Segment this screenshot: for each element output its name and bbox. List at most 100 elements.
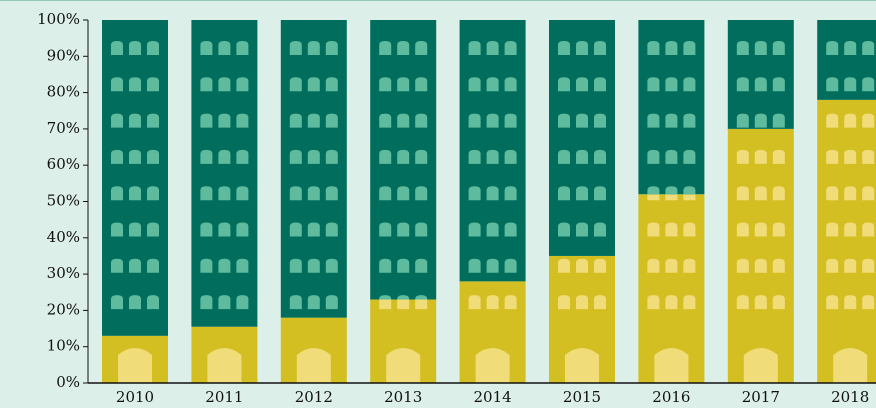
chart: 0%10%20%30%40%50%60%70%80%90%100%2010201… <box>0 0 876 408</box>
x-tick-label: 2017 <box>742 388 780 406</box>
window <box>469 41 481 55</box>
window <box>683 223 695 237</box>
window <box>236 295 248 309</box>
y-tick-label: 100% <box>37 10 80 28</box>
window <box>129 150 141 164</box>
x-tick-label: 2010 <box>116 388 154 406</box>
window <box>576 223 588 237</box>
window <box>326 77 338 91</box>
window <box>594 41 606 55</box>
window <box>505 295 517 309</box>
window <box>558 223 570 237</box>
window <box>558 186 570 200</box>
window <box>129 295 141 309</box>
window <box>755 77 767 91</box>
window <box>665 77 677 91</box>
window <box>147 150 159 164</box>
window <box>862 114 874 128</box>
window <box>147 186 159 200</box>
window <box>379 223 391 237</box>
y-tick-label: 60% <box>47 155 80 173</box>
window <box>826 41 838 55</box>
y-tick-label: 10% <box>47 337 80 355</box>
door <box>118 348 152 383</box>
window <box>683 41 695 55</box>
window <box>665 114 677 128</box>
window <box>308 259 320 273</box>
window <box>683 77 695 91</box>
window <box>415 259 427 273</box>
window <box>379 114 391 128</box>
window <box>487 223 499 237</box>
window <box>290 223 302 237</box>
window <box>308 41 320 55</box>
window <box>308 150 320 164</box>
window <box>469 150 481 164</box>
window <box>737 77 749 91</box>
window <box>111 259 123 273</box>
window <box>755 186 767 200</box>
window <box>111 41 123 55</box>
window <box>469 295 481 309</box>
window <box>505 77 517 91</box>
window <box>397 77 409 91</box>
window <box>773 77 785 91</box>
window <box>558 259 570 273</box>
window <box>290 295 302 309</box>
door <box>833 348 867 383</box>
window <box>505 186 517 200</box>
window <box>505 41 517 55</box>
window <box>469 114 481 128</box>
window <box>773 259 785 273</box>
window <box>200 295 212 309</box>
door <box>476 348 510 383</box>
window <box>326 150 338 164</box>
window <box>558 77 570 91</box>
window <box>647 223 659 237</box>
window <box>487 259 499 273</box>
window <box>665 150 677 164</box>
window <box>308 114 320 128</box>
window <box>773 186 785 200</box>
window <box>773 41 785 55</box>
window <box>862 295 874 309</box>
x-tick-label: 2013 <box>384 388 422 406</box>
window <box>665 295 677 309</box>
window <box>862 77 874 91</box>
window <box>218 114 230 128</box>
window <box>111 295 123 309</box>
window <box>737 41 749 55</box>
window <box>844 295 856 309</box>
window <box>594 150 606 164</box>
window <box>326 295 338 309</box>
window <box>326 186 338 200</box>
window <box>755 223 767 237</box>
window <box>826 223 838 237</box>
bar <box>549 20 615 256</box>
window <box>397 186 409 200</box>
window <box>826 259 838 273</box>
window <box>826 114 838 128</box>
window <box>594 223 606 237</box>
window <box>129 259 141 273</box>
window <box>665 259 677 273</box>
window <box>594 114 606 128</box>
y-tick-label: 70% <box>47 119 80 137</box>
window <box>844 114 856 128</box>
window <box>236 186 248 200</box>
window <box>773 223 785 237</box>
y-tick-label: 80% <box>47 83 80 101</box>
window <box>487 295 499 309</box>
x-tick-label: 2015 <box>563 388 601 406</box>
window <box>397 41 409 55</box>
window <box>200 259 212 273</box>
window <box>290 77 302 91</box>
bar <box>728 20 794 129</box>
x-tick-label: 2014 <box>474 388 512 406</box>
window <box>862 150 874 164</box>
window <box>129 223 141 237</box>
window <box>415 223 427 237</box>
window <box>826 186 838 200</box>
window <box>218 150 230 164</box>
window <box>683 114 695 128</box>
